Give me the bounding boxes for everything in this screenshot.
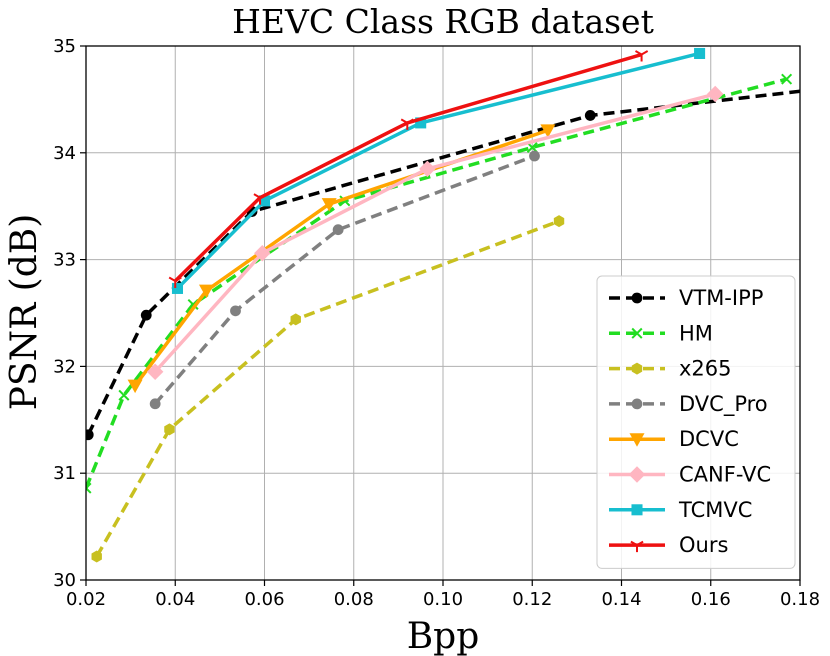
x-tick-label: 0.06 [244, 589, 284, 610]
legend-marker [630, 540, 644, 553]
series-line [176, 51, 701, 290]
y-tick-label: 32 [53, 356, 76, 377]
x-tick-label: 0.10 [423, 589, 463, 610]
data-point [118, 389, 130, 401]
y-axis-label: PSNR (dB) [4, 214, 45, 411]
data-point [171, 282, 184, 294]
data-point [332, 224, 344, 236]
data-point [253, 193, 267, 205]
series-line [153, 92, 716, 373]
y-tick-label: 35 [53, 36, 76, 57]
legend-label: DVC_Pro [679, 392, 768, 417]
legend-item: TCMVC [609, 498, 752, 522]
legend-label: Ours [679, 533, 728, 557]
data-point [168, 276, 182, 288]
legend-box [596, 275, 796, 569]
legend-marker [631, 292, 643, 304]
data-point [415, 117, 427, 129]
legend-marker [631, 504, 643, 516]
y-tick-label: 34 [53, 143, 76, 164]
x-tick-label: 0.18 [780, 589, 820, 610]
data-point [694, 47, 706, 60]
legend-marker [628, 466, 646, 483]
legend: VTM-IPP HM x265 DVC_Pro DCVC CANF-VC TCMVC Ours [596, 275, 796, 569]
series-layer [86, 47, 828, 563]
data-point [529, 150, 540, 162]
series-dcvc [127, 124, 556, 394]
data-point [198, 284, 214, 299]
x-tick-label: 0.16 [691, 589, 731, 610]
data-point [140, 309, 152, 321]
data-point [258, 195, 271, 207]
series-dvc-pro [149, 150, 540, 410]
data-point [584, 110, 596, 121]
series-ours [168, 50, 649, 288]
legend-label: DCVC [679, 427, 739, 451]
data-point [146, 363, 164, 380]
legend-item: DCVC [609, 427, 739, 451]
data-point [553, 215, 565, 228]
legend-item: Ours [609, 533, 728, 557]
legend-marker [631, 398, 643, 410]
x-axis-label: Bpp [407, 616, 480, 656]
y-tick-label: 31 [53, 463, 76, 484]
legend-item: HM [609, 321, 713, 345]
legend-marker [631, 362, 643, 375]
data-point [419, 160, 436, 178]
data-point [290, 313, 301, 326]
x-tick-label: 0.12 [512, 589, 552, 610]
axis-ticks: 0.02 0.04 0.06 0.08 0.10 0.12 0.14 0.16 0.18 30 31… [53, 36, 820, 610]
x-tick-label: 0.14 [601, 589, 641, 610]
legend-label: CANF-VC [679, 463, 771, 487]
data-point [321, 198, 337, 212]
data-point [817, 83, 828, 94]
legend-label: HM [679, 321, 713, 345]
series-x265 [91, 215, 565, 563]
data-point [781, 73, 793, 85]
data-point [86, 429, 94, 441]
x-tick-label: 0.08 [334, 589, 374, 610]
y-tick-label: 30 [53, 570, 76, 591]
x-tick-label: 0.04 [155, 589, 195, 610]
chart-title: HEVC Class RGB dataset [232, 2, 654, 41]
series-line [174, 52, 643, 283]
series-tcmvc [171, 47, 706, 294]
data-point [91, 550, 102, 563]
data-point [230, 305, 241, 317]
legend-item: CANF-VC [609, 463, 771, 487]
data-point [86, 482, 92, 494]
legend-item: VTM-IPP [609, 286, 763, 310]
legend-marker [629, 433, 645, 447]
data-point [706, 85, 724, 103]
legend-marker [631, 327, 643, 339]
legend-item: DVC_Pro [609, 392, 768, 417]
legend-item: x265 [609, 357, 732, 381]
data-point [540, 124, 556, 138]
series-line [95, 219, 560, 558]
legend-label: TCMVC [678, 498, 752, 522]
series-line [153, 154, 536, 405]
data-point [127, 379, 143, 394]
data-point [164, 423, 175, 436]
data-point [634, 50, 649, 62]
series-canf-vc [146, 85, 724, 380]
data-point [149, 398, 161, 410]
x-tick-label: 0.02 [66, 589, 106, 610]
y-tick-label: 33 [53, 250, 76, 271]
legend-label: VTM-IPP [679, 286, 763, 310]
data-point [254, 244, 271, 262]
legend-label: x265 [679, 357, 732, 381]
data-point [526, 141, 538, 153]
data-point [400, 118, 414, 130]
